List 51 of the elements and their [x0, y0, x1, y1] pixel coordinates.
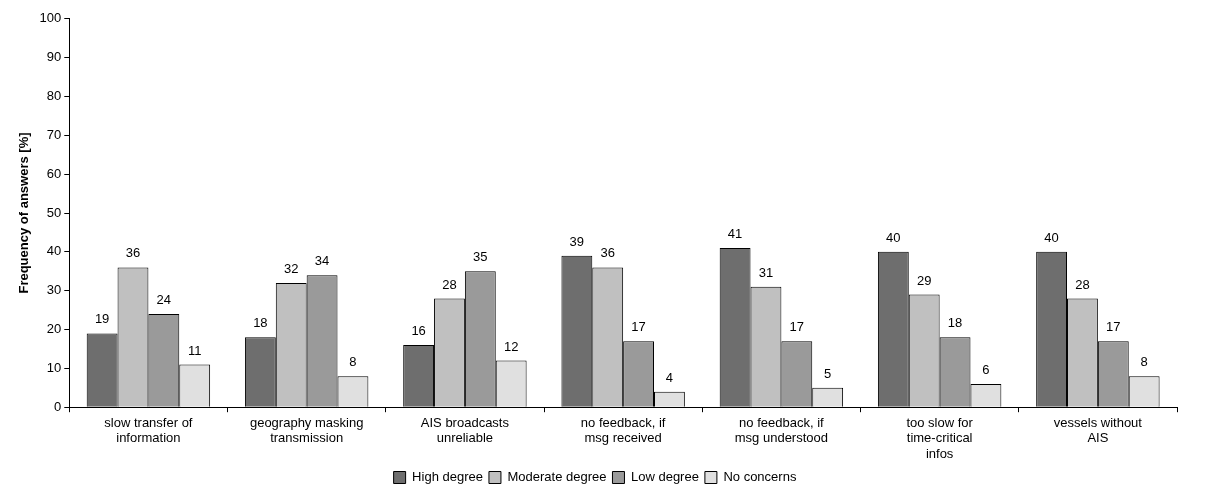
- x-tick-label: no feedback, if msg understood: [734, 414, 829, 446]
- data-label: 36: [125, 245, 141, 261]
- data-label: 35: [473, 249, 488, 265]
- data-label: 17: [1106, 319, 1121, 335]
- x-tick-label: too slow for time-critical infos: [906, 414, 974, 461]
- data-label: 40: [1044, 229, 1059, 245]
- x-tick-label: no feedback, if msg received: [580, 414, 666, 446]
- x-tick-label: slow transfer of information: [104, 414, 193, 446]
- x-tick-label: vessels without AIS: [1053, 414, 1143, 446]
- data-label: 8: [349, 354, 357, 370]
- data-label: 18: [947, 315, 963, 331]
- data-label: 32: [283, 260, 299, 276]
- y-tick-label: 60: [46, 165, 62, 181]
- y-tick-label: 30: [46, 282, 62, 298]
- data-label: 6: [982, 361, 990, 377]
- data-label: 34: [314, 253, 330, 269]
- data-label: 28: [1075, 276, 1090, 292]
- data-label: 17: [789, 319, 805, 335]
- data-label: 36: [600, 245, 615, 261]
- legend-label: Low degree: [630, 469, 699, 485]
- y-tick-label: 90: [46, 49, 62, 65]
- x-tick-label: geography masking transmission: [249, 414, 364, 446]
- x-tick-label: AIS broadcasts unreliable: [420, 414, 510, 446]
- data-label: 8: [1140, 354, 1148, 370]
- legend-label: High degree: [412, 469, 483, 485]
- data-label: 12: [503, 338, 519, 354]
- legend-label: No concerns: [723, 469, 797, 485]
- data-label: 31: [758, 264, 774, 280]
- data-label: 17: [631, 319, 646, 335]
- y-tick-label: 50: [46, 204, 62, 220]
- y-tick-label: 10: [46, 359, 62, 375]
- data-label: 39: [569, 233, 585, 249]
- y-tick-label: 20: [46, 321, 62, 337]
- legend-label: Moderate degree: [507, 469, 607, 485]
- data-label: 18: [253, 315, 268, 331]
- y-tick-label: 80: [46, 88, 62, 104]
- data-label: 19: [94, 311, 110, 327]
- data-label: 24: [156, 292, 172, 308]
- y-axis-title: Frequency of answers [%]: [16, 132, 32, 294]
- data-label: 11: [187, 342, 202, 358]
- y-tick-label: 0: [54, 398, 62, 414]
- data-label: 5: [824, 365, 832, 381]
- data-label: 40: [886, 229, 901, 245]
- data-label: 41: [727, 226, 743, 242]
- data-label: 28: [442, 276, 457, 292]
- y-tick-label: 40: [46, 243, 62, 259]
- y-tick-label: 100: [39, 10, 62, 26]
- y-tick-label: 70: [46, 126, 62, 142]
- data-label: 29: [916, 272, 932, 288]
- data-label: 4: [665, 369, 674, 385]
- data-label: 16: [411, 323, 426, 339]
